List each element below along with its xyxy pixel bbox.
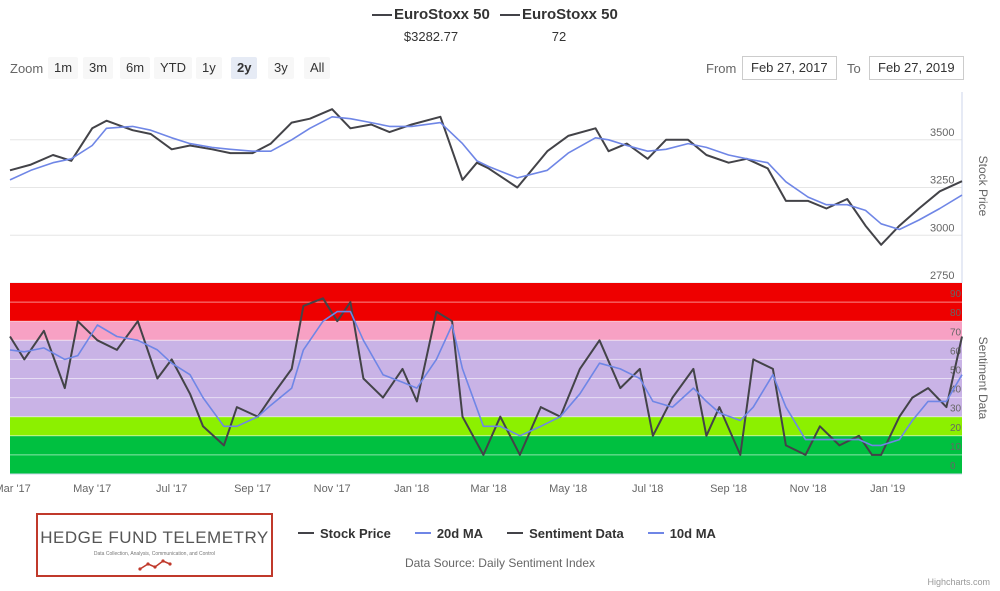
x-tick-label: Mar '17 [0, 483, 31, 495]
legend-label: 10d MA [669, 525, 716, 541]
x-tick-label: Jan '18 [394, 483, 429, 495]
price-tick-label: 3000 [930, 222, 954, 234]
x-tick-label: May '18 [549, 483, 587, 495]
zoom-button-3m[interactable]: 3m [83, 57, 114, 79]
x-tick-label: Jul '18 [632, 483, 663, 495]
sentiment-tick-label: 20 [950, 423, 962, 434]
zoom-button-all[interactable]: All [304, 57, 331, 79]
legend-label: 20d MA [436, 525, 484, 541]
sentiment-tick-label: 60 [950, 346, 962, 357]
x-tick-label: Nov '17 [314, 483, 351, 495]
price-tick-label: 3500 [930, 127, 954, 139]
x-tick-label: May '17 [73, 483, 111, 495]
legend-item-sentiment-data[interactable]: Sentiment Data [507, 526, 624, 541]
tooltip-sentiment-value: 72 [551, 29, 567, 44]
to-label: To [847, 61, 861, 76]
tooltip-price-swatch [372, 13, 392, 16]
sentiment-tick-label: 90 [950, 289, 962, 300]
sentiment-pane [9, 297, 963, 456]
sentiment-tick-label: 40 [950, 385, 962, 396]
stock-sentiment-chart: 2750 3000 3250 3500 0 10 20 30 40 50 60 70 80 90 Mar… [0, 92, 990, 495]
tooltip-sentiment-name: EuroStoxx 50 [522, 6, 618, 23]
logo-subtitle: Data Collection, Analysis, Communication… [93, 551, 216, 557]
price-pane [9, 108, 963, 246]
sentiment-tick-label: 70 [950, 327, 962, 338]
legend-swatch [647, 532, 664, 534]
hedge-fund-telemetry-logo: HEDGE FUND TELEMETRY Data Collection, An… [36, 513, 273, 577]
zoom-button-1y[interactable]: 1y [196, 57, 222, 79]
sentiment-zone-band [10, 321, 962, 341]
sentiment-axis-title: Sentiment Data [976, 337, 990, 420]
legend-swatch [298, 532, 314, 534]
legend-item-10d-ma[interactable]: 10d MA [647, 525, 716, 541]
x-tick-label: Jan '19 [870, 483, 905, 495]
logo-trend-icon [138, 559, 172, 571]
chart-axes: Mar '17 May '17 Jul '17 Sep '17 Nov '17 Jan '… [0, 473, 962, 495]
sentiment-tick-label: 80 [950, 308, 962, 319]
price-tick-label: 3250 [930, 175, 954, 187]
highcharts-credits[interactable]: Highcharts.com [927, 577, 990, 587]
zoom-button-1m[interactable]: 1m [48, 57, 79, 79]
x-tick-label: Sep '18 [710, 483, 747, 495]
legend-item-20d-ma[interactable]: 20d MA [414, 525, 484, 541]
sentiment-tick-label: 10 [950, 442, 962, 453]
legend-swatch [414, 532, 431, 534]
legend-item-stock-price[interactable]: Stock Price [298, 526, 391, 541]
chart-legend: Stock Price 20d MA Sentiment Data 10d MA [298, 524, 740, 542]
logo-title: HEDGE FUND TELEMETRY [40, 528, 269, 547]
price-axis-title: Stock Price [976, 156, 990, 217]
from-label: From [706, 61, 737, 76]
price-grid: 2750 3000 3250 3500 [10, 92, 963, 284]
price-20d-ma-line [9, 116, 963, 231]
sentiment-tick-label: 0 [950, 461, 956, 472]
zoom-button-2y[interactable]: 2y [231, 57, 258, 79]
sentiment-tick-label: 50 [950, 366, 962, 377]
zoom-label: Zoom [10, 61, 44, 76]
x-tick-label: Mar '18 [470, 483, 506, 495]
stock-price-line [9, 108, 963, 246]
zoom-button-6m[interactable]: 6m [120, 57, 151, 79]
tooltip-sentiment-swatch [500, 13, 520, 16]
zoom-button-3y[interactable]: 3y [268, 57, 294, 79]
sentiment-tick-label: 30 [950, 404, 962, 415]
sentiment-data-line [9, 297, 963, 456]
price-tick-label: 2750 [930, 270, 954, 282]
zoom-button-ytd[interactable]: YTD [154, 57, 192, 79]
sentiment-grid: 0 10 20 30 40 50 60 70 80 90 [10, 289, 962, 475]
x-tick-label: Jul '17 [156, 483, 187, 495]
tooltip-price-value: $3282.77 [403, 29, 459, 44]
tooltip-price-name: EuroStoxx 50 [394, 6, 490, 23]
tooltip-item-price: EuroStoxx 50 $3282.77 [372, 6, 490, 44]
sentiment-10d-ma-line [9, 310, 963, 447]
chart-tooltip: EuroStoxx 50 $3282.77 EuroStoxx 50 72 [0, 6, 1000, 46]
tooltip-item-sentiment: EuroStoxx 50 72 [500, 6, 618, 44]
from-date-input[interactable]: Feb 27, 2017 [742, 56, 837, 80]
data-source-note: Data Source: Daily Sentiment Index [404, 556, 596, 570]
legend-swatch [507, 532, 524, 534]
x-tick-label: Sep '17 [234, 483, 271, 495]
x-tick-label: Nov '18 [790, 483, 827, 495]
legend-label: Stock Price [320, 525, 391, 541]
legend-label: Sentiment Data [529, 525, 624, 541]
to-date-input[interactable]: Feb 27, 2019 [869, 56, 964, 80]
